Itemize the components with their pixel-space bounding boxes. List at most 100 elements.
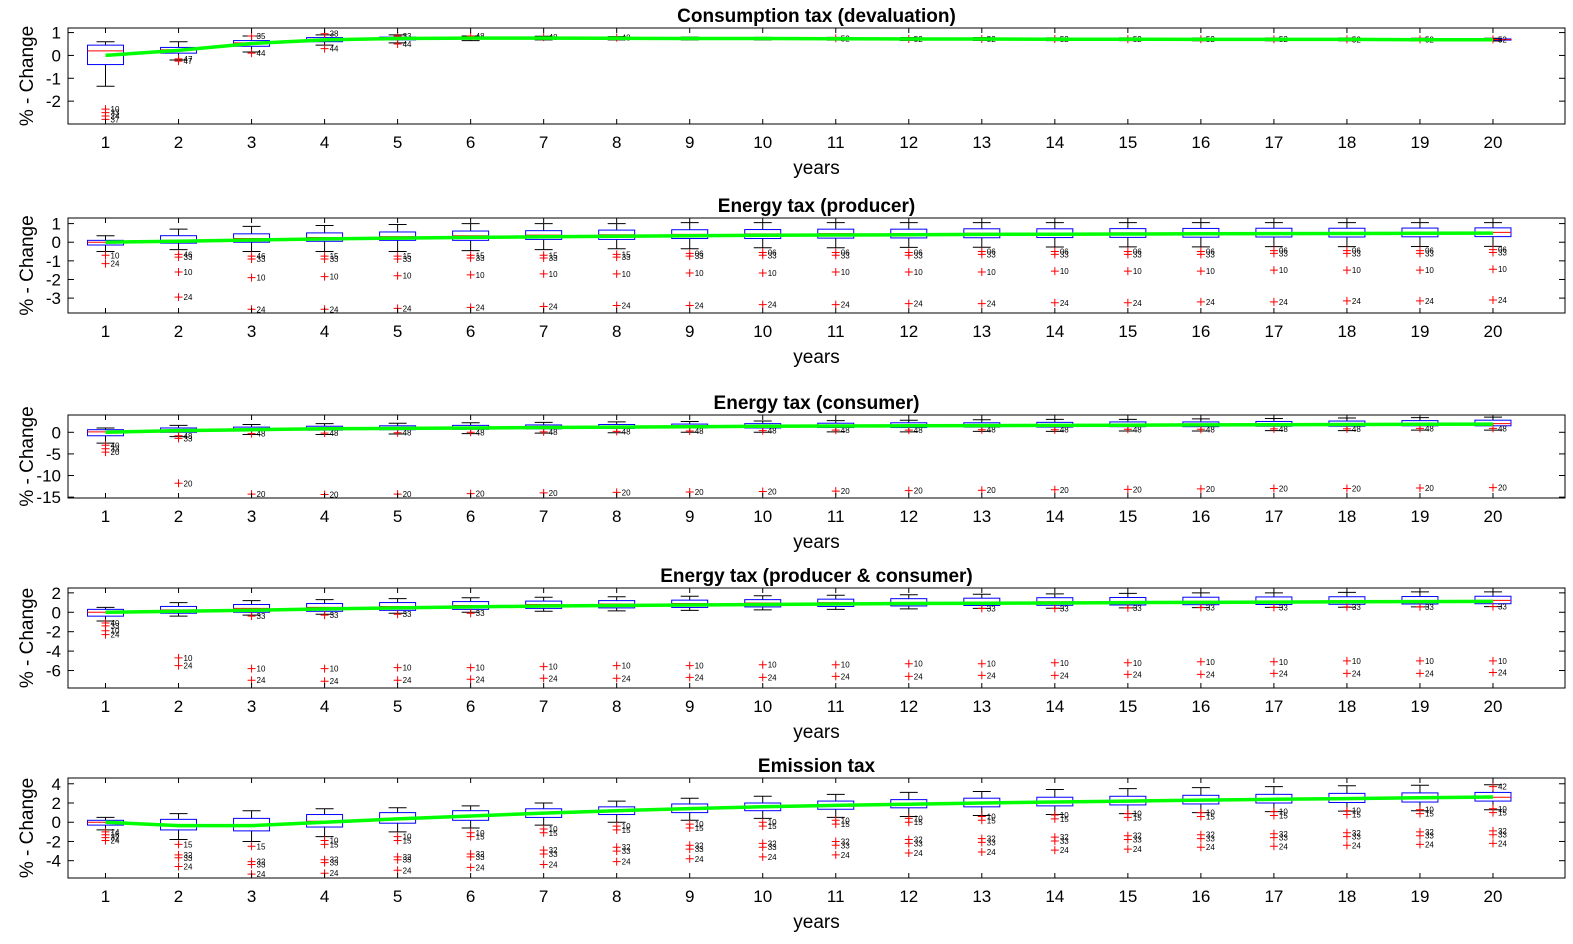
outlier-label: 06 <box>768 248 777 257</box>
outlier-point: 33 <box>320 611 339 620</box>
outlier-point: 10 <box>174 654 193 663</box>
outlier-label: 33 <box>257 612 266 621</box>
outlier-label: 15 <box>1498 809 1507 818</box>
outlier-label: 10 <box>1498 657 1507 666</box>
outlier-label: 24 <box>403 676 412 685</box>
plot-area: 4033102410243310243310243310243310241024… <box>87 591 1512 686</box>
outlier-label: 24 <box>768 301 777 310</box>
outlier-label: 24 <box>622 674 631 683</box>
outlier-marker <box>1415 656 1424 665</box>
outlier-marker <box>539 828 548 837</box>
outlier-marker <box>1415 809 1424 818</box>
outlier-point: 20 <box>1342 484 1361 493</box>
outlier-marker <box>1196 834 1205 843</box>
x-tick-label: 20 <box>1484 507 1503 526</box>
outlier-point: 20 <box>904 486 923 496</box>
x-tick-label: 20 <box>1484 697 1503 716</box>
x-tick-label: 10 <box>753 133 772 152</box>
outlier-point: 33 <box>320 254 339 264</box>
outlier-marker <box>1050 846 1059 855</box>
x-axis-label: years <box>793 158 839 179</box>
outlier-label: 10 <box>1498 805 1507 814</box>
outlier-marker <box>539 254 548 263</box>
outlier-point: 10 <box>1415 266 1434 275</box>
x-tick-label: 12 <box>899 133 918 152</box>
outlier-marker <box>101 630 110 639</box>
outlier-marker <box>1123 658 1132 667</box>
outlier-label: 06 <box>1279 247 1288 256</box>
x-tick-label: 6 <box>466 887 475 906</box>
outlier-label: 15 <box>111 831 120 840</box>
outlier-label: 10 <box>1425 806 1434 815</box>
outlier-point: 15 <box>758 822 777 831</box>
outlier-point: 20 <box>1196 485 1215 494</box>
outlier-marker <box>393 254 402 263</box>
x-tick-label: 17 <box>1264 887 1283 906</box>
outlier-marker <box>1269 603 1278 612</box>
outlier-point: 10 <box>904 659 923 669</box>
outlier-label: 33 <box>1425 249 1434 258</box>
outlier-label: 15 <box>622 250 631 259</box>
outlier-point: 20 <box>1488 483 1507 493</box>
outlier-label: 10 <box>1133 267 1142 276</box>
outlier-label: 14 <box>111 828 120 837</box>
outlier-label: 10 <box>1352 657 1361 666</box>
outlier-label: 10 <box>914 660 923 669</box>
outlier-point: 10 <box>1196 657 1215 667</box>
outlier-marker <box>174 853 183 862</box>
outlier-marker <box>1488 830 1497 839</box>
outlier-label: 32 <box>1060 833 1069 842</box>
x-tick-label: 12 <box>899 322 918 341</box>
outlier-point: 10 <box>247 665 266 674</box>
outlier-point: 24 <box>685 301 704 311</box>
outlier-label: 48 <box>841 426 850 435</box>
x-tick-label: 4 <box>320 697 329 716</box>
outlier-label: 48 <box>1425 424 1434 433</box>
y-tick-label: -15 <box>36 488 61 507</box>
outlier-marker <box>466 254 475 263</box>
outlier-point: 15 <box>831 820 850 829</box>
outlier-label: 15 <box>330 252 339 261</box>
outlier-marker <box>685 845 694 854</box>
outlier-point: 33 <box>1269 833 1288 843</box>
outlier-marker <box>466 852 475 861</box>
outlier-point: 24 <box>1488 839 1507 848</box>
outlier-point: 15 <box>174 840 193 849</box>
outlier-label: 33 <box>695 252 704 261</box>
outlier-marker <box>393 676 402 685</box>
outlier-label: 15 <box>257 842 266 851</box>
x-tick-label: 16 <box>1191 133 1210 152</box>
outlier-label: 24 <box>695 673 704 682</box>
outlier-marker <box>831 300 840 309</box>
outlier-label: 06 <box>695 249 704 258</box>
plot-area: 1024463310244633102415331024153310241533… <box>87 222 1512 313</box>
outlier-point: 33 <box>977 838 996 847</box>
outlier-marker <box>1196 297 1205 306</box>
x-tick-label: 6 <box>466 133 475 152</box>
outlier-label: 15 <box>1279 812 1288 821</box>
outlier-point: 10 <box>1488 657 1507 666</box>
outlier-marker <box>174 862 183 871</box>
outlier-marker <box>539 662 548 671</box>
y-tick-label: 0 <box>52 46 61 65</box>
outlier-marker <box>1269 657 1278 666</box>
outlier-marker <box>758 673 767 682</box>
x-tick-label: 19 <box>1410 507 1429 526</box>
outlier-point: 24 <box>1415 840 1434 849</box>
box-year-2 <box>160 602 198 617</box>
outlier-label: 24 <box>549 302 558 311</box>
outlier-label: 10 <box>1060 659 1069 668</box>
outlier-point: 15 <box>1196 812 1215 821</box>
outlier-label: 24 <box>1133 670 1142 679</box>
outlier-label: 10 <box>841 268 850 277</box>
outlier-point: 24 <box>466 675 485 684</box>
chart-panel-3: Energy tax (consumer)4033204833204820482… <box>17 393 1566 553</box>
x-tick-label: 7 <box>539 133 548 152</box>
outlier-point: 33 <box>1050 604 1069 613</box>
outlier-label: 48 <box>403 429 412 438</box>
outlier-label: 33 <box>111 445 120 454</box>
outlier-label: 20 <box>1352 484 1361 493</box>
outlier-label: 24 <box>111 260 120 269</box>
outlier-label: 15 <box>1133 813 1142 822</box>
